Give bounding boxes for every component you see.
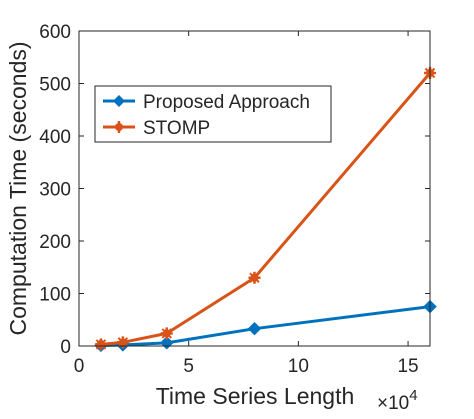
marker-arm — [117, 337, 129, 348]
legend-label-1: STOMP — [143, 118, 210, 139]
x-tick-label: 0 — [74, 356, 85, 377]
x-axis-label: Time Series Length — [156, 383, 355, 409]
axes-layer: 0 5 10 15 0 100 200 300 400 500 600 Time Series Len… — [5, 22, 431, 414]
y-tick-label: 0 — [60, 337, 71, 358]
x-tick-label: 10 — [288, 356, 309, 377]
x-axis-multiplier: ×104 — [377, 387, 418, 414]
x-axis-multiplier-base: ×10 — [377, 393, 409, 414]
legend-marker-0 — [113, 95, 125, 107]
legend: Proposed Approach STOMP — [94, 85, 332, 143]
legend-marker-1 — [113, 121, 125, 133]
marker-arm — [161, 328, 172, 339]
y-tick-label: 300 — [39, 180, 71, 201]
data-point-1-0 — [94, 338, 107, 351]
data-point-1-1 — [116, 336, 129, 349]
legend-label-0: Proposed Approach — [143, 92, 310, 113]
data-point-1-2 — [160, 327, 173, 340]
series-layer — [94, 67, 437, 353]
x-axis-multiplier-exponent: 4 — [409, 387, 417, 404]
y-tick-label: 500 — [39, 75, 71, 96]
plot-background — [79, 31, 430, 346]
plot-area — [79, 31, 430, 346]
data-point-1-3 — [248, 271, 261, 284]
x-tick-label: 15 — [397, 356, 418, 377]
y-axis-label: Computation Time (seconds) — [5, 41, 31, 335]
x-tick-label: 5 — [183, 356, 194, 377]
y-tick-label: 600 — [39, 22, 71, 43]
marker-arm — [95, 339, 107, 350]
y-tick-label: 200 — [39, 232, 71, 253]
data-point-0-3 — [247, 321, 262, 336]
legend-box — [94, 85, 332, 143]
marker-arm — [249, 272, 260, 283]
y-tick-label: 400 — [39, 127, 71, 148]
y-tick-label: 100 — [39, 285, 71, 306]
